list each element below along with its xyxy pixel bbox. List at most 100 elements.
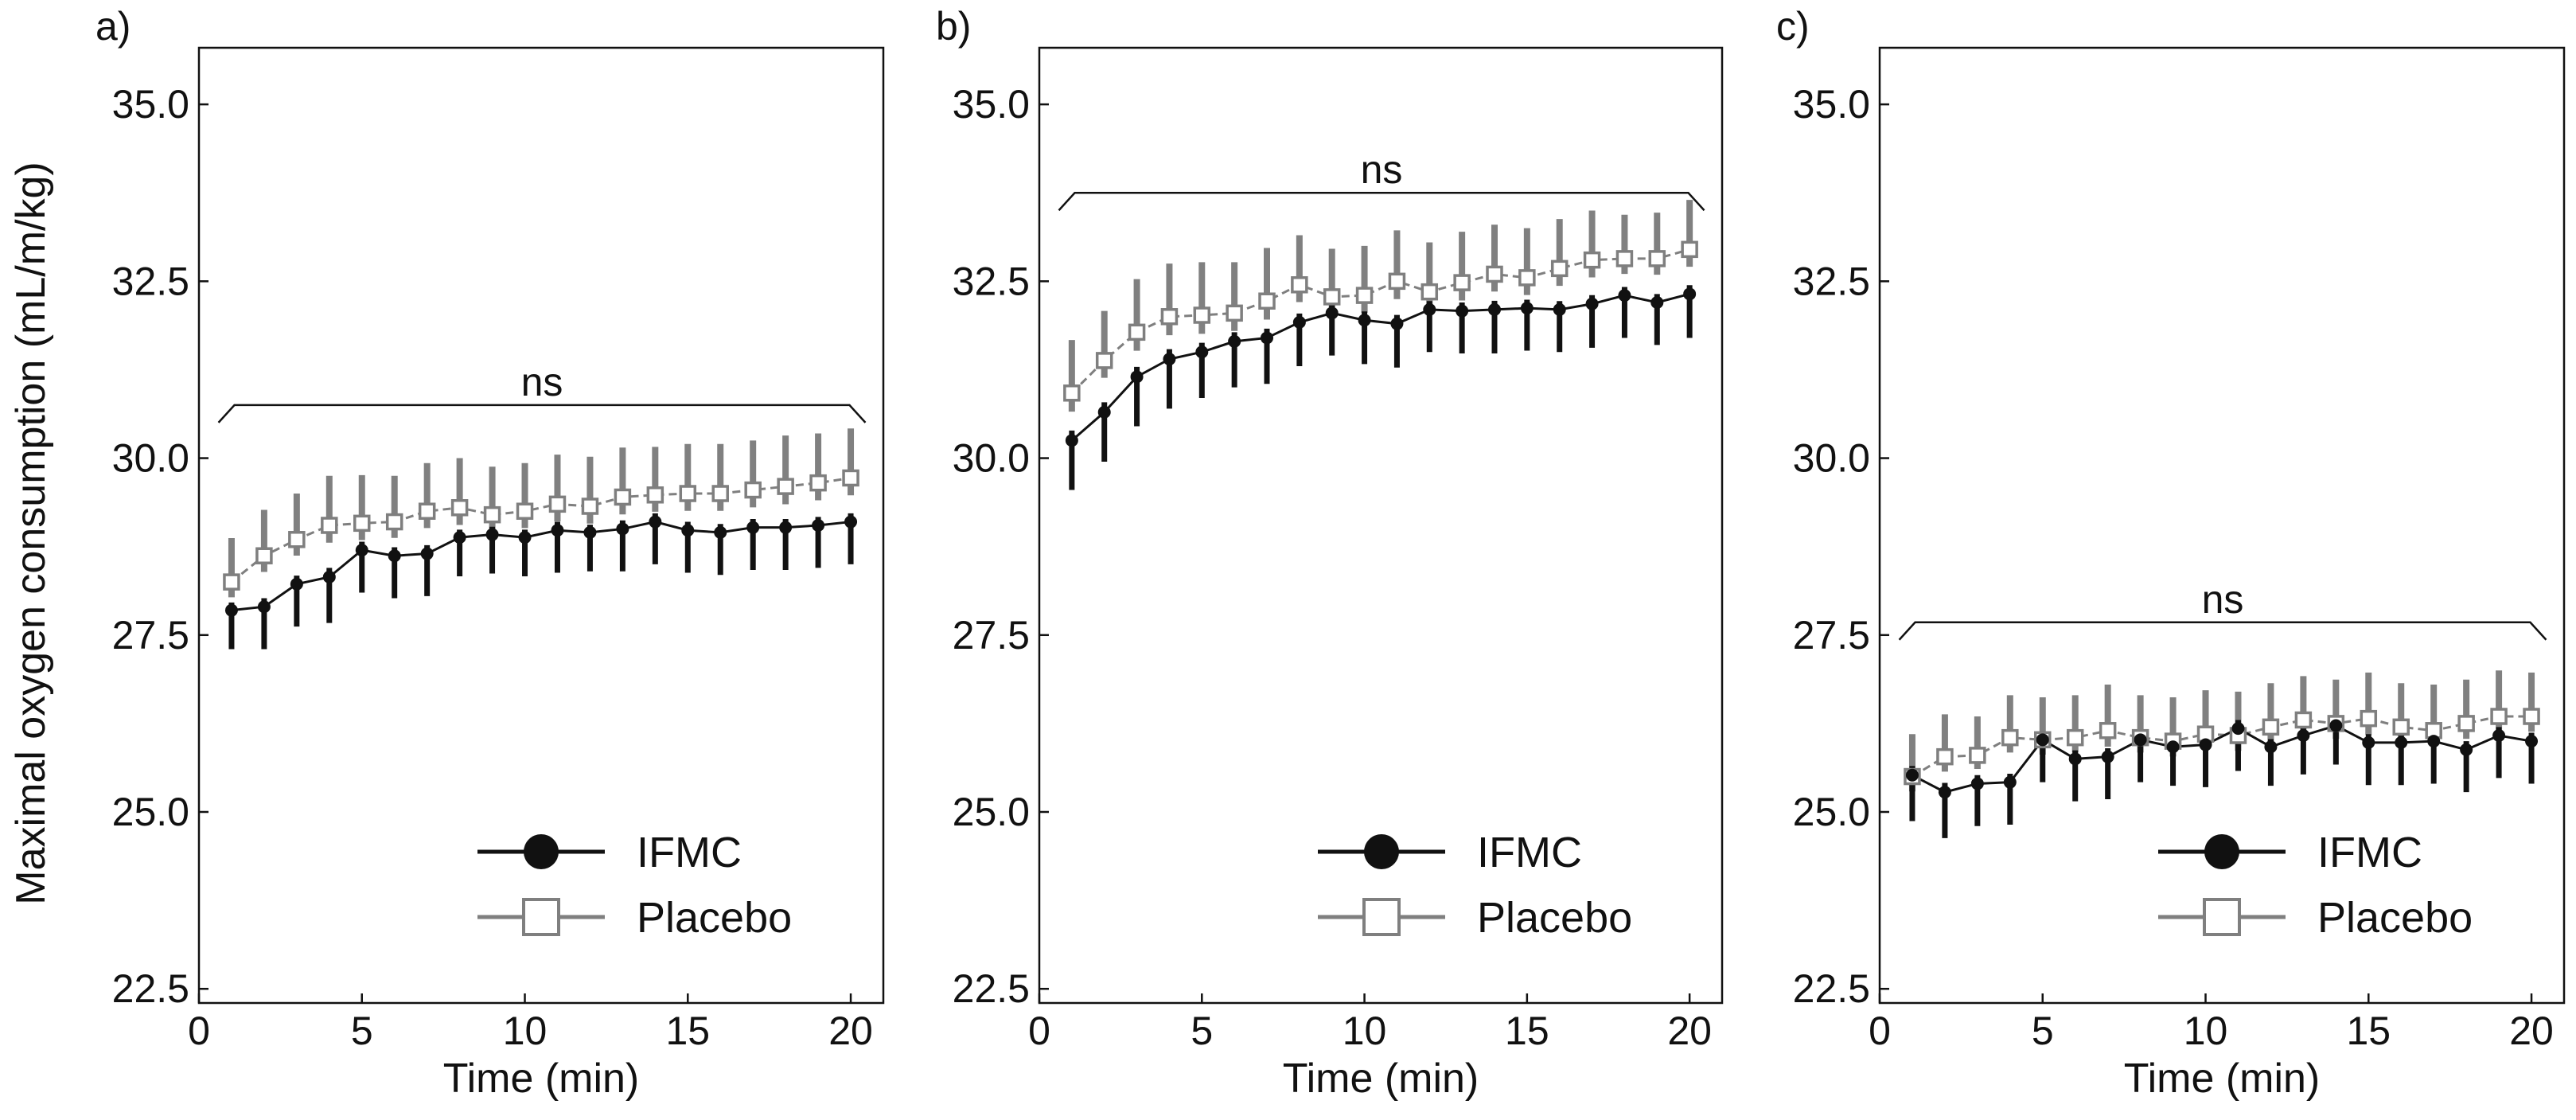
ifmc-point: [1905, 768, 1919, 782]
placebo-point: [418, 502, 436, 520]
placebo-point: [1063, 384, 1081, 402]
y-tick-label: 30.0: [953, 436, 1030, 481]
placebo-point: [842, 469, 859, 487]
placebo-point: [1453, 274, 1471, 291]
legend-ifmc-label: IFMC: [1477, 829, 1582, 876]
placebo-point: [1550, 260, 1569, 278]
ifmc-point: [1228, 334, 1241, 348]
ifmc-point: [420, 547, 434, 560]
x-axis-label: Time (min): [2124, 1056, 2321, 1102]
placebo-point: [1193, 306, 1211, 324]
ifmc-point: [1488, 302, 1501, 316]
plot-frame: [1038, 46, 1724, 1005]
legend-placebo-marker: [1362, 898, 1401, 936]
y-tick-label: 32.5: [1793, 259, 1870, 303]
ifmc-point: [2101, 750, 2114, 763]
panels: a) 22.5 25.0 27.5 30.0 32.5 35.0 0 5 10 15 20 Time (…: [95, 4, 2566, 1102]
ifmc-point: [779, 521, 793, 534]
ifmc-point: [1261, 331, 1273, 345]
legend-ifmc-marker: [1364, 834, 1399, 869]
significance-label: ns: [1361, 147, 1403, 192]
placebo-line: [1912, 715, 2532, 778]
ifmc-point: [1423, 302, 1436, 316]
placebo-point: [711, 485, 729, 502]
ifmc-point: [2166, 740, 2180, 754]
y-tick-label: 27.5: [112, 613, 189, 658]
placebo-point: [321, 517, 338, 534]
legend-ifmc-label: IFMC: [637, 829, 742, 876]
placebo-point: [2523, 708, 2540, 725]
placebo-point: [353, 514, 371, 533]
ifmc-point: [2460, 743, 2473, 756]
placebo-point: [809, 474, 827, 492]
placebo-point: [255, 547, 273, 564]
x-tick-label: 0: [188, 1009, 210, 1053]
ifmc-point: [1553, 302, 1566, 316]
placebo-point: [1583, 251, 1601, 269]
x-tick-label: 20: [828, 1009, 873, 1053]
placebo-point: [288, 531, 306, 548]
ifmc-point: [388, 549, 401, 563]
ifmc-point: [2231, 722, 2245, 736]
significance-bracket: [217, 404, 867, 423]
placebo-point: [548, 495, 567, 513]
legend-placebo-label: Placebo: [637, 894, 792, 942]
x-tick-label: 15: [665, 1009, 710, 1053]
placebo-point: [1421, 283, 1439, 301]
ifmc-point: [257, 600, 271, 614]
placebo-point: [1648, 250, 1666, 267]
ifmc-point: [649, 515, 662, 529]
ifmc-point: [355, 544, 368, 557]
ifmc-point: [844, 515, 858, 529]
placebo-point: [1323, 288, 1341, 306]
ifmc-point: [2003, 775, 2017, 789]
ifmc-point: [518, 531, 532, 544]
y-tick-label: 27.5: [1793, 613, 1870, 658]
y-tick-label: 35.0: [953, 82, 1030, 127]
ifmc-point: [224, 603, 238, 617]
ifmc-point: [1195, 345, 1209, 359]
y-tick-label: 22.5: [112, 966, 189, 1011]
ifmc-point: [681, 524, 695, 537]
legend-placebo-marker: [2203, 898, 2241, 936]
placebo-point: [1291, 276, 1308, 294]
ifmc-point: [1650, 296, 1664, 309]
ifmc-point: [1358, 314, 1371, 327]
panel-label: a): [95, 4, 131, 49]
y-tick-label: 35.0: [1793, 82, 1870, 127]
significance-bracket: [1898, 621, 2547, 641]
y-tick-label: 22.5: [1793, 966, 1870, 1011]
placebo-point: [2392, 718, 2410, 736]
placebo-point: [581, 498, 599, 515]
ifmc-point: [812, 519, 825, 532]
legend-placebo-label: Placebo: [2317, 894, 2473, 942]
ifmc-point: [1097, 405, 1111, 419]
ifmc-line: [231, 521, 852, 612]
placebo-point: [679, 485, 697, 502]
ifmc-point: [1065, 434, 1078, 447]
placebo-point: [646, 486, 664, 504]
ifmc-point: [551, 524, 564, 537]
ifmc-point: [2134, 733, 2147, 747]
placebo-point: [1486, 265, 1503, 283]
legend-ifmc-marker: [2204, 834, 2239, 869]
y-tick-label: 30.0: [112, 436, 189, 481]
ifmc-point: [1390, 317, 1404, 330]
x-tick-label: 5: [351, 1009, 373, 1053]
placebo-point: [483, 505, 501, 524]
x-tick-label: 10: [2184, 1009, 2228, 1053]
placebo-point: [450, 499, 469, 517]
ifmc-point: [1130, 370, 1144, 384]
y-tick-label: 25.0: [112, 790, 189, 834]
ifmc-point: [1292, 315, 1306, 329]
panel-label: c): [1776, 4, 1810, 49]
plot-frame: [1878, 46, 2566, 1005]
x-tick-label: 20: [1667, 1009, 1712, 1053]
ifmc-point: [2329, 719, 2343, 732]
placebo-point: [2001, 728, 2019, 747]
ifmc-point: [746, 521, 760, 534]
ifmc-point: [1970, 777, 1984, 790]
ifmc-point: [1163, 353, 1176, 366]
placebo-point: [2490, 708, 2508, 725]
